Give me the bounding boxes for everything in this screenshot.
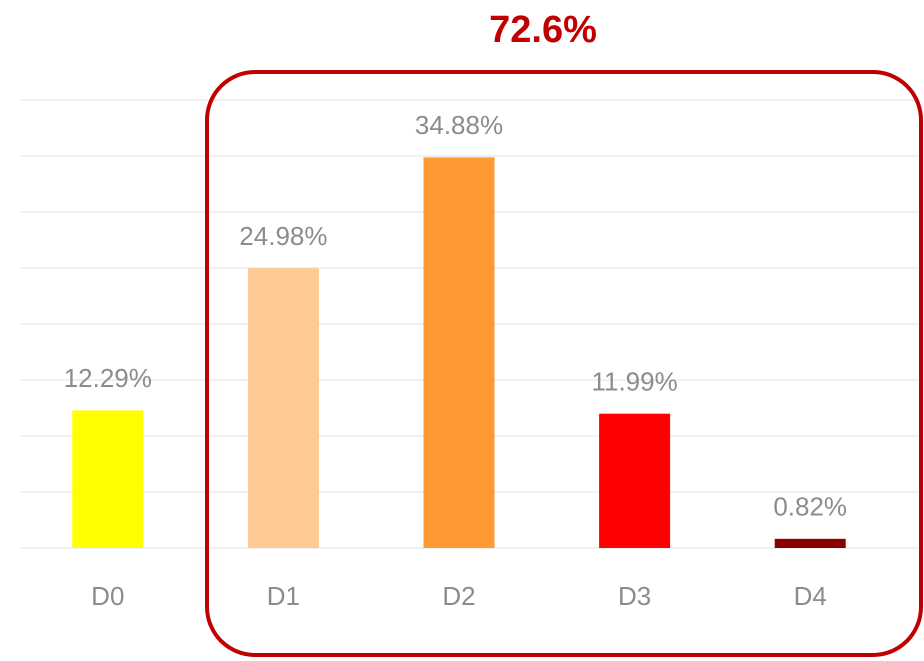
value-label: 11.99% (591, 367, 677, 397)
x-tick-label: D4 (794, 581, 827, 611)
highlight-box (205, 70, 923, 657)
bar (247, 268, 319, 548)
x-tick-label: D1 (267, 581, 300, 611)
x-tick-label: D0 (91, 581, 124, 611)
value-label: 34.88% (415, 110, 503, 140)
bar (774, 538, 846, 548)
bar (599, 413, 671, 548)
x-tick-label: D3 (618, 581, 651, 611)
value-label: 12.29% (64, 363, 152, 393)
x-tick-label: D2 (442, 581, 475, 611)
annotation: 72.6% (489, 9, 597, 51)
bar (72, 410, 144, 548)
value-label: 24.98% (239, 221, 327, 251)
bar (423, 157, 495, 548)
value-label: 0.82% (773, 492, 847, 522)
